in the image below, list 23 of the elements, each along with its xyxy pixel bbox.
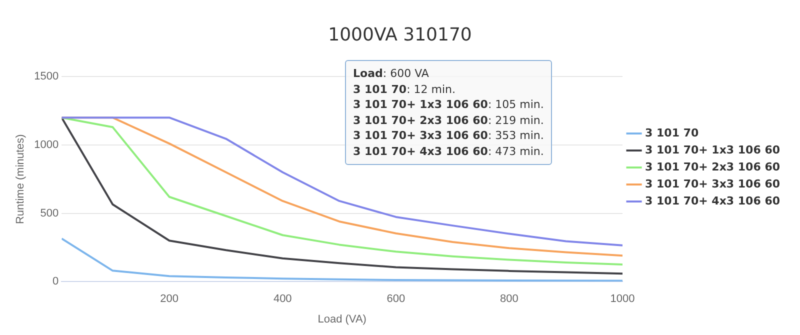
y-tick-label: 1500	[34, 70, 59, 83]
annotation: 3 101 70: 12 min.	[353, 82, 457, 97]
y-axis-title: Runtime (minutes)	[14, 134, 27, 224]
annotation: 3 101 70+ 1x3 106 60: 105 min.	[353, 97, 544, 112]
x-tick-label: 600	[386, 293, 406, 306]
annotation: 3 101 70+ 3x3 106 60: 353 min.	[353, 128, 544, 144]
annotation: 3 101 70+ 2x3 106 60: 219 min.	[353, 112, 544, 128]
x-tick-label: 1000	[610, 293, 635, 306]
x-tick-label: 400	[273, 293, 292, 306]
legend-label: 3 101 70+ 1x3 106 60	[645, 143, 780, 156]
x-axis-title: Load (VA)	[318, 313, 366, 326]
y-tick-label: 1000	[34, 138, 59, 151]
legend-label: 3 101 70+ 2x3 106 60	[645, 160, 780, 174]
legend-label: 3 101 70+ 4x3 106 60	[645, 194, 780, 208]
legend-label: 3 101 70+ 3x3 106 60	[645, 177, 780, 190]
legend-label: 3 101 70	[645, 126, 699, 140]
x-tick-label: 800	[500, 293, 518, 306]
annotation: Load: 600 VA	[353, 66, 430, 82]
y-tick-label: 500	[40, 207, 59, 220]
annotation: 3 101 70+ 4x3 106 60: 473 min.	[353, 144, 544, 159]
chart-title: 1000VA 310170	[328, 24, 472, 46]
x-tick-label: 200	[160, 293, 178, 306]
y-tick-label: 0	[52, 276, 59, 288]
